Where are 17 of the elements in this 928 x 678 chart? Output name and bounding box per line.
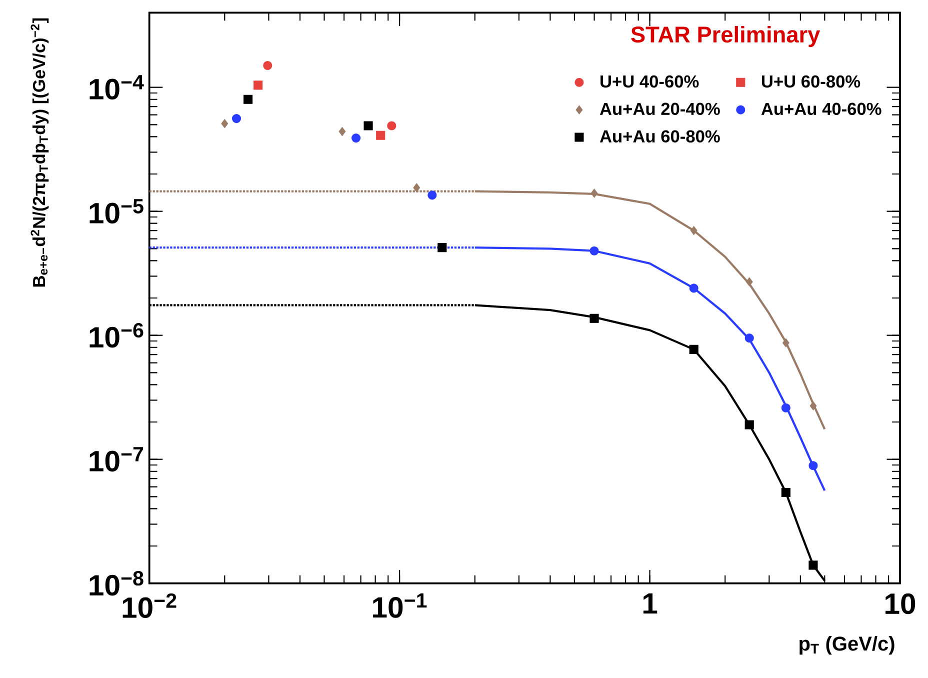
text: B$_{e+e−}$d$^{2}$N/(2πp$_{T}$dp$_{T}$dy) [(GeV/c)$^{−2}$]	[30, 18, 49, 287]
y-tick-label: 10$^{−8}$	[90, 570, 144, 596]
y-tick-label: 10$^{−6}$	[90, 322, 144, 348]
x-tick-label: 10$^{−2}$	[122, 593, 176, 618]
legend-label: U+U 40-60%	[600, 75, 699, 88]
x-tick-label: 1	[643, 593, 658, 614]
x-axis-title: p$_{T}$ (GeV/c)	[800, 636, 894, 655]
y-tick-label: 10$^{−5}$	[90, 199, 144, 224]
legend-label: Au+Au 60-80%	[600, 130, 720, 142]
legend-label: Au+Au 20-40%	[600, 102, 720, 116]
x-tick-label: 10$^{−1}$	[373, 593, 427, 618]
annotation: STAR Preliminary	[631, 26, 820, 48]
y-tick-label: 10$^{−4}$	[90, 75, 144, 100]
legend-label: Au+Au 40-60%	[761, 102, 882, 116]
legend-label: U+U 60-80%	[762, 75, 860, 88]
y-tick-label: 10$^{−7}$	[90, 447, 144, 472]
x-tick-label: 10	[886, 593, 916, 614]
